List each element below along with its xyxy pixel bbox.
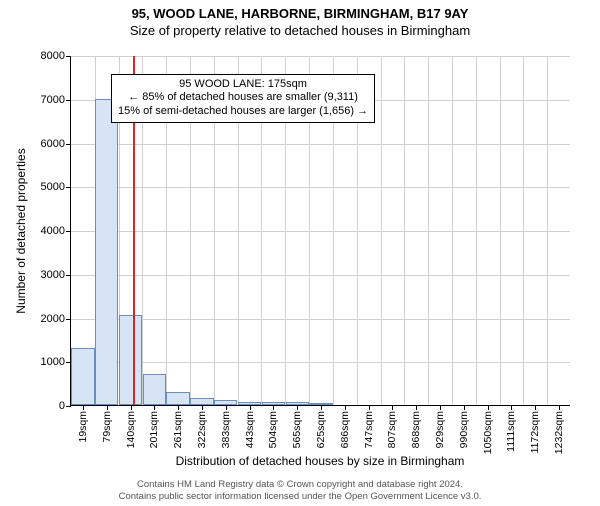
gridline-v [476, 56, 477, 405]
xtick-mark [559, 405, 560, 410]
ytick-mark [66, 100, 71, 101]
gridline-h [71, 144, 570, 145]
xtick-label: 1232sqm [553, 411, 565, 454]
xtick-label: 868sqm [410, 411, 422, 448]
xtick-label: 807sqm [386, 411, 398, 448]
plot-region: 01000200030004000500060007000800019sqm79… [70, 56, 570, 406]
xtick-label: 504sqm [267, 411, 279, 448]
histogram-bar [166, 392, 189, 405]
xtick-mark [535, 405, 536, 410]
xtick-mark [321, 405, 322, 410]
xtick-mark [202, 405, 203, 410]
gridline-v [381, 56, 382, 405]
xtick-mark [369, 405, 370, 410]
gridline-v [500, 56, 501, 405]
xtick-mark [440, 405, 441, 410]
xtick-label: 322sqm [196, 411, 208, 448]
gridline-h [71, 275, 570, 276]
footer-line: Contains HM Land Registry data © Crown c… [0, 479, 600, 490]
gridline-h [71, 319, 570, 320]
xtick-mark [226, 405, 227, 410]
xtick-mark [488, 405, 489, 410]
ytick-label: 3000 [41, 269, 65, 281]
y-axis-label: Number of detached properties [14, 0, 28, 231]
page-subtitle: Size of property relative to detached ho… [0, 23, 600, 38]
footer-attribution: Contains HM Land Registry data © Crown c… [0, 479, 600, 502]
ytick-label: 7000 [41, 94, 65, 106]
annotation-line: ← 85% of detached houses are smaller (9,… [118, 91, 368, 105]
xtick-label: 565sqm [291, 411, 303, 448]
ytick-label: 1000 [41, 356, 65, 368]
ytick-label: 5000 [41, 181, 65, 193]
gridline-h [71, 187, 570, 188]
page-title: 95, WOOD LANE, HARBORNE, BIRMINGHAM, B17… [0, 6, 600, 21]
xtick-mark [83, 405, 84, 410]
xtick-label: 19sqm [77, 411, 89, 443]
ytick-label: 4000 [41, 225, 65, 237]
xtick-mark [464, 405, 465, 410]
xtick-label: 929sqm [434, 411, 446, 448]
ytick-label: 8000 [41, 50, 65, 62]
gridline-v [523, 56, 524, 405]
histogram-bar [71, 348, 94, 405]
gridline-v [547, 56, 548, 405]
annotation-line: 15% of semi-detached houses are larger (… [118, 105, 368, 119]
xtick-mark [297, 405, 298, 410]
ytick-mark [66, 187, 71, 188]
ytick-mark [66, 231, 71, 232]
xtick-label: 1050sqm [482, 411, 494, 454]
ytick-mark [66, 275, 71, 276]
xtick-mark [178, 405, 179, 410]
ytick-mark [66, 319, 71, 320]
xtick-label: 443sqm [244, 411, 256, 448]
xtick-label: 201sqm [148, 411, 160, 448]
annotation-box: 95 WOOD LANE: 175sqm← 85% of detached ho… [111, 74, 375, 123]
xtick-mark [107, 405, 108, 410]
gridline-h [71, 231, 570, 232]
xtick-label: 990sqm [458, 411, 470, 448]
ytick-label: 2000 [41, 313, 65, 325]
histogram-bar [119, 315, 142, 405]
xtick-label: 1111sqm [505, 411, 517, 452]
xtick-mark [273, 405, 274, 410]
xtick-label: 1172sqm [529, 411, 541, 453]
xtick-mark [131, 405, 132, 410]
xtick-mark [345, 405, 346, 410]
ytick-label: 0 [59, 400, 65, 412]
histogram-bar [143, 374, 166, 405]
gridline-h [71, 362, 570, 363]
xtick-label: 686sqm [339, 411, 351, 448]
xtick-mark [154, 405, 155, 410]
xtick-mark [250, 405, 251, 410]
footer-line: Contains public sector information licen… [0, 491, 600, 502]
histogram-bar [190, 398, 213, 405]
xtick-label: 140sqm [125, 411, 137, 448]
x-axis-label: Distribution of detached houses by size … [70, 454, 570, 468]
histogram-bar [95, 99, 118, 405]
annotation-line: 95 WOOD LANE: 175sqm [118, 78, 368, 92]
gridline-v [428, 56, 429, 405]
xtick-label: 747sqm [363, 411, 375, 448]
xtick-label: 261sqm [172, 411, 184, 448]
xtick-mark [416, 405, 417, 410]
gridline-v [404, 56, 405, 405]
chart-area: 01000200030004000500060007000800019sqm79… [70, 56, 570, 406]
ytick-mark [66, 56, 71, 57]
ytick-mark [66, 144, 71, 145]
ytick-mark [66, 406, 71, 407]
xtick-label: 383sqm [220, 411, 232, 448]
xtick-label: 79sqm [101, 411, 113, 443]
gridline-h [71, 56, 570, 57]
xtick-mark [392, 405, 393, 410]
xtick-label: 625sqm [315, 411, 327, 448]
gridline-v [452, 56, 453, 405]
xtick-mark [511, 405, 512, 410]
ytick-label: 6000 [41, 138, 65, 150]
